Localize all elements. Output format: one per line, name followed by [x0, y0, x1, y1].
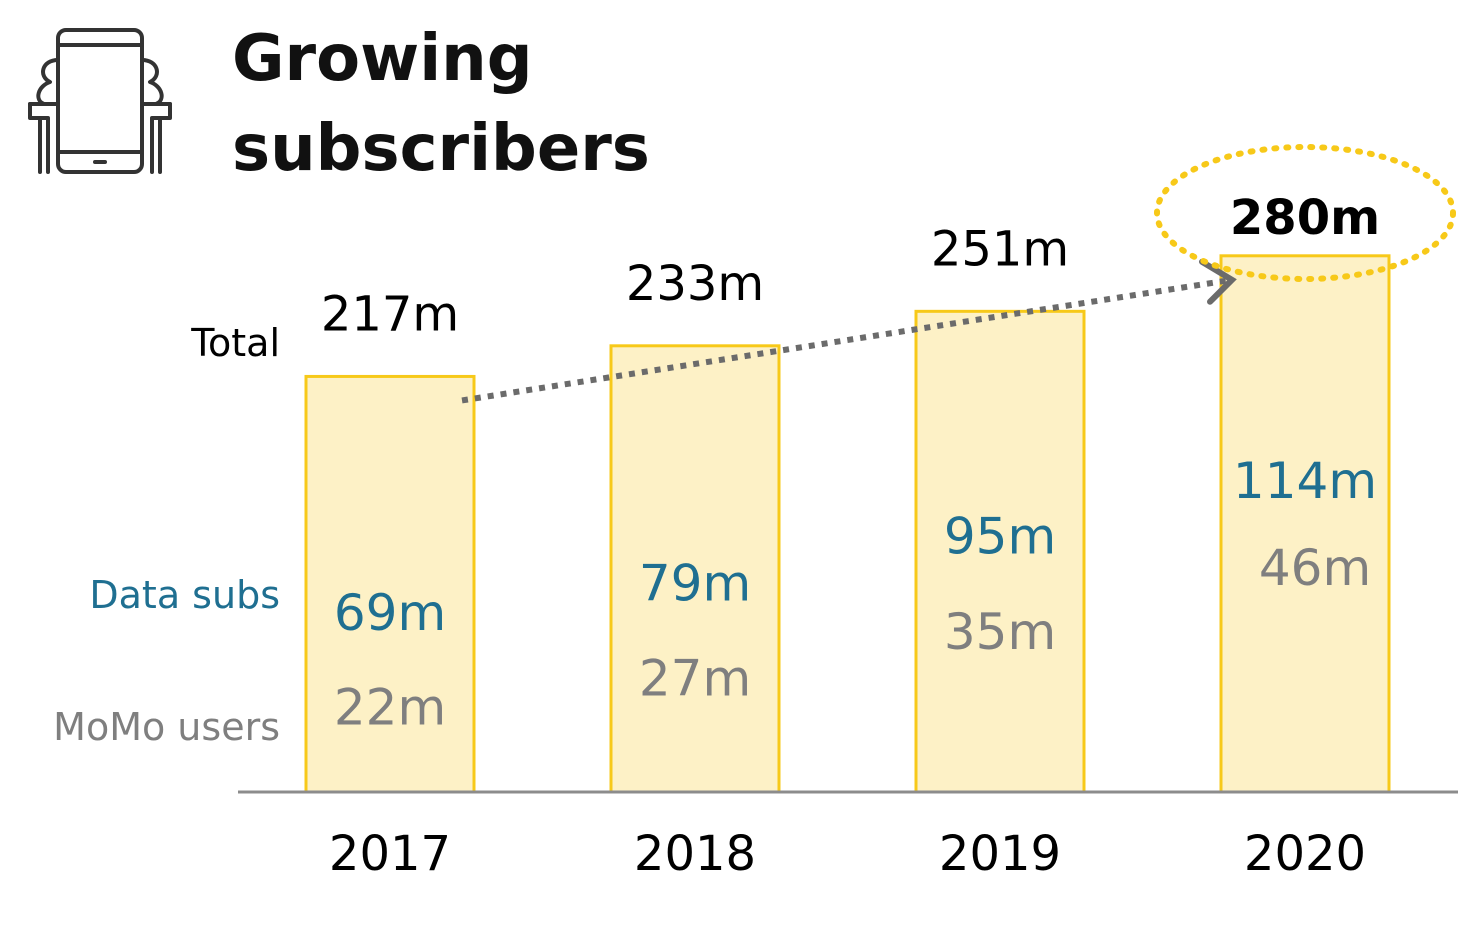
x-tick-label-2018: 2018 [634, 826, 756, 882]
x-tick-label-2017: 2017 [329, 826, 451, 882]
data-label-momo-users-2018: 27m [639, 649, 751, 707]
x-tick-label-2020: 2020 [1244, 826, 1366, 882]
data-label-momo-users-2020: 46m [1259, 539, 1371, 597]
trend-arrow-line [461, 276, 1233, 404]
data-label-data-subs-2020: 114m [1233, 452, 1377, 510]
x-tick-label-2019: 2019 [939, 826, 1061, 882]
row-label-data-subs: Data subs [89, 573, 280, 617]
data-label-data-subs-2018: 79m [639, 555, 751, 613]
data-label-momo-users-2019: 35m [944, 603, 1056, 661]
data-label-data-subs-2019: 95m [944, 508, 1056, 566]
data-label-total-2019: 251m [931, 221, 1069, 277]
bar-total-2018 [609, 344, 781, 794]
data-label-total-2020: 280m [1230, 190, 1380, 246]
highlight-ring-2020 [1154, 144, 1456, 282]
data-label-total-2017: 217m [321, 286, 459, 342]
data-label-momo-users-2017: 22m [334, 678, 446, 736]
title-line-2: subscribers [232, 112, 650, 186]
bar-total-2020 [1219, 254, 1391, 794]
smartphone-hands-icon [28, 28, 172, 174]
bar-total-2019 [914, 309, 1086, 794]
data-label-data-subs-2017: 69m [334, 584, 446, 642]
trend-arrow-head [1199, 258, 1237, 305]
row-label-total: Total [190, 321, 280, 365]
row-label-momo-users: MoMo users [53, 705, 280, 749]
title-line-1: Growing [232, 22, 533, 96]
data-label-total-2018: 233m [626, 256, 764, 312]
